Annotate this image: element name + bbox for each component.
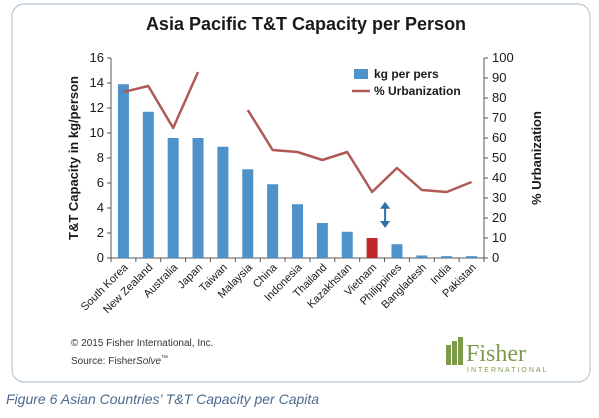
bar-thailand	[316, 223, 328, 258]
y2-tick-label: 30	[492, 190, 506, 205]
brand-mark-icon	[446, 337, 463, 365]
brand-name: Fisher	[466, 341, 526, 367]
y-tick-label: 2	[97, 225, 104, 240]
bar-china	[267, 184, 279, 258]
y2-tick-label: 90	[492, 70, 506, 85]
y-tick-label: 8	[97, 150, 104, 165]
source-text: Source: FisherSolve™	[71, 355, 168, 367]
y2-tick-label: 40	[492, 170, 506, 185]
y2-tick-label: 10	[492, 230, 506, 245]
y2-tick-label: 80	[492, 90, 506, 105]
bar-new-zealand	[142, 111, 154, 258]
annotation-arrow-head-down	[380, 221, 391, 228]
legend-label-line: % Urbanization	[374, 84, 461, 98]
legend-swatch-bar	[354, 69, 368, 79]
y2-tick-label: 100	[492, 50, 514, 65]
bar-south-korea	[117, 84, 129, 258]
source-italic: Solve	[136, 356, 161, 367]
bar-japan	[192, 138, 204, 258]
y-tick-label: 4	[97, 200, 104, 215]
bar-india	[441, 256, 453, 258]
brand-sub: INTERNATIONAL	[467, 367, 549, 374]
bar-vietnam	[366, 238, 378, 258]
copyright-text: © 2015 Fisher International, Inc.	[71, 338, 213, 349]
y2-tick-label: 50	[492, 150, 506, 165]
y-tick-label: 12	[90, 100, 104, 115]
bar-pakistan	[466, 256, 478, 258]
bar-kazakhstan	[341, 231, 353, 258]
y-tick-label: 0	[97, 250, 104, 265]
urbanization-line-segment	[123, 71, 200, 130]
brand-logo: Fisher INTERNATIONAL	[446, 337, 549, 374]
bar-malaysia	[242, 169, 254, 258]
bar-philippines	[391, 244, 403, 258]
urbanization-line-segment	[246, 109, 473, 194]
y2-tick-label: 0	[492, 250, 499, 265]
figure-caption: Figure 6 Asian Countries’ T&T Capacity p…	[6, 391, 320, 407]
bar-australia	[167, 138, 179, 258]
bar-indonesia	[292, 204, 303, 258]
chart-title: Asia Pacific T&T Capacity per Person	[146, 14, 466, 34]
y2-axis-title: % Urbanization	[529, 111, 544, 205]
source-prefix: Source: Fisher	[71, 356, 137, 367]
annotation-arrow-head-up	[380, 201, 391, 209]
y-tick-label: 6	[97, 175, 104, 190]
legend: kg per pers % Urbanization	[352, 67, 461, 98]
bar-bangladesh	[416, 255, 428, 258]
y-tick-label: 14	[90, 75, 104, 90]
y-tick-label: 10	[90, 125, 104, 140]
y2-tick-label: 60	[492, 130, 506, 145]
y-tick-label: 16	[90, 50, 104, 65]
source-tm: ™	[161, 355, 168, 362]
y2-tick-label: 20	[492, 210, 506, 225]
legend-label-bar: kg per pers	[374, 67, 439, 81]
y2-tick-label: 70	[492, 110, 506, 125]
y-axis-title: T&T Capacity in kg/person	[66, 76, 81, 240]
bar-taiwan	[217, 146, 229, 258]
